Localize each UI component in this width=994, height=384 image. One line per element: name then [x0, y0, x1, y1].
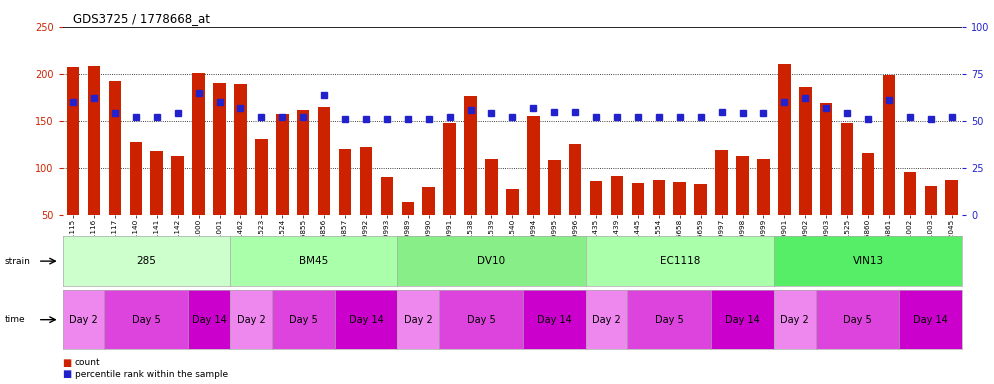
Text: strain: strain	[5, 257, 31, 266]
Text: Day 5: Day 5	[132, 314, 161, 325]
Bar	[506, 189, 519, 215]
Bar	[464, 96, 477, 215]
Bar	[610, 177, 623, 215]
Bar	[674, 182, 686, 215]
Bar	[422, 187, 435, 215]
Bar	[631, 183, 644, 215]
Bar	[945, 180, 958, 215]
Text: Day 14: Day 14	[913, 314, 948, 325]
Bar	[360, 147, 372, 215]
Bar	[297, 110, 309, 215]
Bar	[569, 144, 581, 215]
Bar	[318, 107, 330, 215]
Bar	[108, 81, 121, 215]
Bar	[485, 159, 498, 215]
Text: time: time	[5, 315, 26, 324]
Bar	[255, 139, 267, 215]
Bar	[653, 180, 665, 215]
Bar	[589, 181, 602, 215]
Bar	[235, 84, 247, 215]
Bar	[339, 149, 351, 215]
Bar	[820, 103, 833, 215]
Bar	[171, 156, 184, 215]
Text: 285: 285	[136, 256, 156, 266]
Bar	[778, 64, 790, 215]
Text: Day 2: Day 2	[70, 314, 98, 325]
Bar	[904, 172, 916, 215]
Bar	[214, 83, 226, 215]
Bar	[443, 123, 456, 215]
Bar	[757, 159, 769, 215]
Bar	[548, 161, 561, 215]
Text: EC1118: EC1118	[660, 256, 700, 266]
Text: Day 14: Day 14	[537, 314, 572, 325]
Text: Day 2: Day 2	[780, 314, 809, 325]
Text: ■: ■	[63, 358, 72, 368]
Text: Day 5: Day 5	[655, 314, 684, 325]
Bar	[737, 156, 748, 215]
Bar	[129, 142, 142, 215]
Bar	[381, 177, 394, 215]
Bar	[862, 153, 875, 215]
Text: Day 2: Day 2	[592, 314, 621, 325]
Text: DV10: DV10	[477, 256, 506, 266]
Text: Day 5: Day 5	[843, 314, 872, 325]
Bar	[87, 66, 100, 215]
Text: count: count	[75, 358, 100, 367]
Text: BM45: BM45	[299, 256, 328, 266]
Text: Day 2: Day 2	[237, 314, 265, 325]
Text: percentile rank within the sample: percentile rank within the sample	[75, 370, 228, 379]
Bar	[67, 67, 80, 215]
Text: Day 5: Day 5	[466, 314, 495, 325]
Text: Day 14: Day 14	[192, 314, 227, 325]
Bar	[695, 184, 707, 215]
Bar	[150, 151, 163, 215]
Text: GDS3725 / 1778668_at: GDS3725 / 1778668_at	[73, 12, 210, 25]
Text: VIN13: VIN13	[853, 256, 884, 266]
Text: ■: ■	[63, 369, 72, 379]
Bar	[841, 123, 854, 215]
Text: Day 5: Day 5	[289, 314, 317, 325]
Text: Day 2: Day 2	[404, 314, 432, 325]
Bar	[799, 87, 811, 215]
Bar	[402, 202, 414, 215]
Text: Day 14: Day 14	[726, 314, 759, 325]
Bar	[883, 75, 896, 215]
Bar	[924, 186, 937, 215]
Bar	[716, 150, 728, 215]
Text: Day 14: Day 14	[349, 314, 384, 325]
Bar	[276, 114, 288, 215]
Bar	[527, 116, 540, 215]
Bar	[192, 73, 205, 215]
